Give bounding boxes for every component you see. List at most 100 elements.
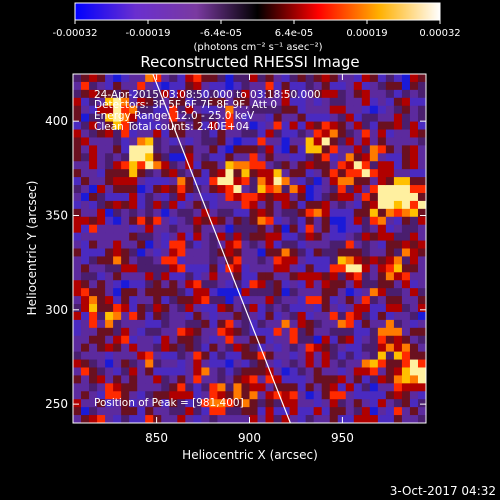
heatmap-pixel <box>393 121 403 130</box>
heatmap-pixel <box>153 367 162 376</box>
heatmap-pixel <box>105 288 114 297</box>
heatmap-pixel <box>113 232 122 241</box>
heatmap-pixel <box>177 200 186 210</box>
heatmap-pixel <box>297 81 307 91</box>
heatmap-pixel <box>265 280 274 289</box>
heatmap-pixel <box>105 74 114 83</box>
colorbar-tick-label: -6.4e-05 <box>200 28 242 39</box>
heatmap-pixel <box>177 415 186 423</box>
y-tick-label: 300 <box>45 303 68 317</box>
heatmap-pixel <box>129 216 138 226</box>
heatmap-pixel <box>313 216 323 226</box>
heatmap-pixel <box>369 113 379 122</box>
heatmap-pixel <box>217 185 226 194</box>
heatmap-pixel <box>337 105 347 115</box>
heatmap-pixel <box>105 89 114 99</box>
heatmap-pixel <box>137 240 146 249</box>
heatmap-pixel <box>89 113 98 122</box>
heatmap-pixel <box>169 161 178 170</box>
heatmap-pixel <box>393 391 403 400</box>
heatmap-pixel <box>121 232 130 241</box>
heatmap-pixel <box>377 240 387 249</box>
heatmap-pixel <box>241 169 250 178</box>
heatmap-pixel <box>81 311 90 321</box>
heatmap-pixel <box>73 89 82 99</box>
heatmap-pixel <box>393 129 403 138</box>
heatmap-pixel <box>97 272 106 281</box>
heatmap-pixel <box>185 272 194 281</box>
heatmap-pixel <box>145 399 154 408</box>
heatmap-pixel <box>113 169 122 178</box>
heatmap-pixel <box>193 248 202 257</box>
heatmap-pixel <box>329 407 339 416</box>
heatmap-pixel <box>193 296 202 305</box>
heatmap-pixel <box>129 248 138 257</box>
heatmap-pixel <box>81 343 90 353</box>
heatmap-pixel <box>409 161 419 170</box>
heatmap-pixel <box>249 296 258 305</box>
heatmap-pixel <box>113 375 122 384</box>
heatmap-pixel <box>81 105 90 115</box>
heatmap-pixel <box>321 351 331 360</box>
heatmap-pixel <box>241 145 250 154</box>
heatmap-pixel <box>257 311 266 321</box>
heatmap-pixel <box>73 407 82 416</box>
heatmap-pixel <box>345 311 355 321</box>
heatmap-pixel <box>185 74 194 83</box>
heatmap-pixel <box>89 192 98 202</box>
heatmap-pixel <box>145 89 154 99</box>
heatmap-pixel <box>385 327 395 337</box>
heatmap-pixel <box>393 383 403 392</box>
heatmap-pixel <box>313 105 323 115</box>
heatmap-pixel <box>161 343 170 353</box>
heatmap-pixel <box>409 264 419 273</box>
heatmap-pixel <box>297 343 307 353</box>
heatmap-pixel <box>105 81 114 91</box>
heatmap-pixel <box>377 367 387 376</box>
heatmap-pixel <box>145 415 154 423</box>
heatmap-pixel <box>145 383 154 392</box>
heatmap-pixel <box>305 296 315 305</box>
heatmap-pixel <box>113 359 122 368</box>
heatmap-pixel <box>281 327 291 337</box>
heatmap-pixel <box>169 343 178 353</box>
heatmap-pixel <box>217 89 226 99</box>
heatmap-pixel <box>137 74 146 83</box>
heatmap-pixel <box>393 81 403 91</box>
y-tick-label: 350 <box>45 208 68 222</box>
heatmap-pixel <box>225 240 234 249</box>
heatmap-pixel <box>81 129 90 138</box>
heatmap-pixel <box>337 208 347 218</box>
heatmap-pixel <box>89 81 98 91</box>
heatmap-pixel <box>361 185 371 194</box>
heatmap-pixel <box>177 272 186 281</box>
heatmap-pixel <box>89 399 98 408</box>
heatmap-pixel <box>249 383 258 392</box>
heatmap-pixel <box>201 319 210 329</box>
heatmap-pixel <box>305 375 315 384</box>
heatmap-pixel <box>353 208 363 218</box>
heatmap-pixel <box>233 74 242 83</box>
heatmap-pixel <box>249 367 258 376</box>
heatmap-pixel <box>225 399 234 408</box>
annotation-detectors: Detectors: 3F 5F 6F 7F 8F 9F, Att 0 <box>94 99 277 111</box>
heatmap-pixel <box>249 407 258 416</box>
heatmap-pixel <box>233 169 242 178</box>
heatmap-pixel <box>281 399 291 408</box>
heatmap-pixel <box>121 185 130 194</box>
heatmap-pixel <box>257 343 266 353</box>
heatmap-pixel <box>129 129 138 138</box>
heatmap-pixel <box>321 113 331 122</box>
heatmap-pixel <box>297 240 307 249</box>
heatmap-pixel <box>417 81 426 91</box>
heatmap-pixel <box>409 399 419 408</box>
heatmap-pixel <box>177 351 186 360</box>
heatmap-pixel <box>193 304 202 313</box>
heatmap-pixel <box>409 272 419 281</box>
heatmap-pixel <box>113 121 122 130</box>
heatmap-pixel <box>129 407 138 416</box>
heatmap-pixel <box>345 264 355 273</box>
x-axis-label: Heliocentric X (arcsec) <box>182 448 318 462</box>
heatmap-pixel <box>273 121 282 130</box>
heatmap-pixel <box>81 177 90 186</box>
